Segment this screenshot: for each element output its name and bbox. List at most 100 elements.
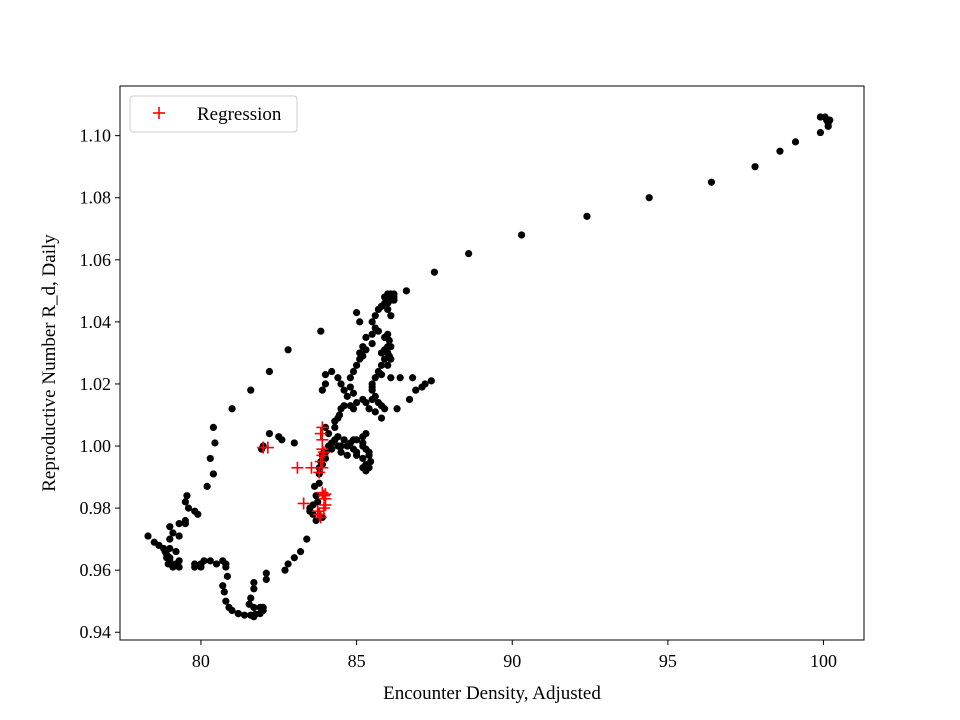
data-point — [228, 606, 236, 615]
data-point — [337, 448, 345, 456]
x-tick-label: 85 — [348, 651, 366, 671]
data-point — [352, 361, 361, 369]
data-point — [337, 380, 345, 388]
legend: Regression — [129, 95, 298, 133]
data-point — [384, 330, 392, 338]
data-point — [465, 249, 473, 258]
data-point — [175, 563, 183, 571]
regression-point — [316, 433, 329, 446]
data-point — [359, 439, 367, 447]
data-point — [826, 116, 834, 124]
data-point — [321, 380, 330, 388]
data-point — [222, 597, 230, 605]
data-point — [402, 287, 410, 295]
data-point — [340, 386, 348, 394]
data-point — [175, 557, 183, 565]
data-point — [206, 557, 214, 565]
regression-point — [311, 505, 324, 518]
data-point — [306, 504, 314, 512]
data-point — [334, 442, 342, 450]
data-point — [194, 510, 202, 518]
data-point — [321, 371, 330, 379]
data-point — [384, 343, 392, 351]
data-point — [181, 520, 189, 528]
data-point — [240, 611, 249, 619]
data-point — [387, 355, 395, 363]
data-point — [384, 305, 392, 314]
data-point — [175, 532, 183, 540]
x-tick-label: 90 — [503, 651, 521, 671]
plot-area — [120, 86, 864, 640]
data-point — [222, 560, 230, 568]
data-point — [163, 554, 171, 562]
data-point — [340, 402, 348, 410]
data-point — [219, 582, 227, 590]
regression-point — [261, 441, 274, 454]
observed-series — [144, 113, 834, 621]
data-point — [258, 445, 266, 453]
data-point — [296, 547, 305, 556]
x-tick-label: 100 — [810, 651, 837, 671]
data-point — [362, 333, 370, 341]
y-tick-label: 1.06 — [80, 250, 112, 270]
data-point — [209, 423, 217, 432]
data-point — [371, 324, 379, 332]
data-point — [390, 296, 398, 304]
data-point — [334, 433, 342, 441]
data-point — [824, 122, 832, 130]
data-point — [343, 451, 351, 459]
data-point — [172, 547, 180, 556]
data-point — [816, 128, 825, 137]
data-point — [284, 560, 292, 568]
data-point — [366, 457, 375, 466]
data-point — [359, 343, 367, 351]
data-point — [791, 138, 800, 146]
data-point — [371, 408, 379, 416]
data-point — [776, 147, 784, 155]
data-point — [250, 585, 258, 593]
legend-box — [129, 95, 298, 133]
data-point — [751, 163, 759, 171]
data-point — [256, 603, 264, 612]
regression-point — [297, 497, 310, 510]
data-point — [247, 386, 255, 394]
plot-frame — [119, 85, 865, 641]
data-point — [377, 414, 386, 422]
data-point — [206, 454, 214, 463]
data-point — [265, 430, 274, 438]
data-point — [405, 395, 414, 404]
data-point — [396, 374, 404, 382]
data-point — [317, 327, 325, 335]
regression-series — [257, 421, 332, 524]
axes: 80 85 90 95 100 0.94 0.96 0.98 1.00 1.02 1.04 1.06 1… — [80, 126, 838, 671]
data-point — [377, 302, 386, 310]
data-point — [223, 572, 231, 580]
data-point — [352, 398, 361, 407]
regression-point — [314, 511, 327, 524]
data-point — [352, 308, 361, 317]
data-point — [303, 535, 311, 543]
data-point — [343, 442, 351, 450]
data-point — [349, 367, 358, 376]
x-tick-label: 80 — [192, 651, 210, 671]
data-point — [228, 405, 236, 413]
data-point — [284, 346, 292, 354]
y-tick-label: 1.08 — [80, 188, 112, 208]
data-point — [328, 445, 336, 453]
regression-point — [305, 461, 318, 474]
data-point — [183, 492, 191, 500]
data-point — [212, 560, 221, 568]
data-point — [184, 504, 193, 512]
data-point — [200, 557, 208, 565]
data-point — [265, 367, 274, 376]
data-point — [262, 575, 270, 584]
data-point — [365, 464, 373, 472]
y-tick-label: 1.04 — [80, 312, 112, 332]
data-point — [368, 330, 376, 338]
data-point — [371, 312, 379, 320]
regression-point — [316, 421, 329, 434]
data-point — [645, 194, 653, 202]
data-point — [377, 371, 386, 379]
data-point — [385, 336, 393, 345]
